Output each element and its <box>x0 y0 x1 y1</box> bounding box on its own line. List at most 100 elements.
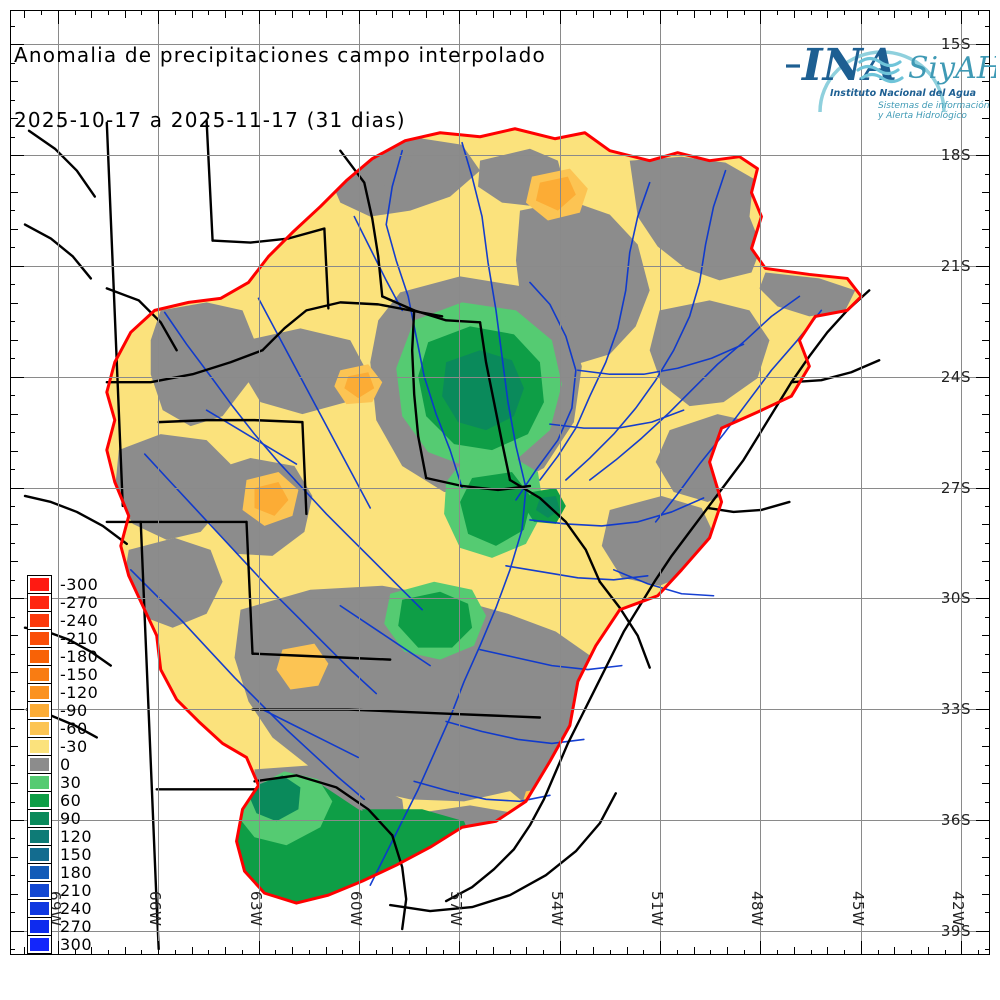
graticule-meridian <box>459 11 461 954</box>
graticule-parallel <box>11 155 989 157</box>
legend-swatch <box>27 899 52 918</box>
axis-minor-tick <box>492 947 494 954</box>
legend-swatch <box>27 701 52 720</box>
longitude-tick-label: 45W <box>848 891 867 927</box>
axis-minor-tick <box>509 11 511 15</box>
axis-minor-tick <box>982 672 989 674</box>
axis-minor-tick <box>626 947 628 954</box>
axis-minor-tick <box>174 950 176 954</box>
axis-minor-tick <box>11 62 15 64</box>
axis-minor-tick <box>11 542 15 544</box>
title-line-1: Anomalia de precipitaciones campo interp… <box>14 43 546 68</box>
axis-minor-tick <box>476 11 478 15</box>
axis-tick <box>976 487 989 489</box>
axis-minor-tick <box>593 947 595 954</box>
latitude-tick-label: 21S <box>940 256 971 275</box>
axis-tick <box>11 598 24 600</box>
axis-minor-tick <box>877 950 879 954</box>
axis-minor-tick <box>985 542 989 544</box>
axis-minor-tick <box>292 947 294 954</box>
axis-minor-tick <box>542 11 544 15</box>
axis-minor-tick <box>985 506 989 507</box>
axis-minor-tick <box>985 358 989 360</box>
map-plot-area[interactable]: 15S 18S 21S 24S 27S 30S 33S 36S 39S 69W 66W 63W 60W… <box>10 10 990 955</box>
axis-minor-tick <box>710 11 712 15</box>
axis-minor-tick <box>982 893 989 895</box>
graticule-parallel <box>11 930 989 932</box>
axis-minor-tick <box>11 856 18 858</box>
axis-minor-tick <box>743 950 745 954</box>
axis-minor-tick <box>108 11 110 15</box>
graticule-meridian <box>961 11 963 954</box>
axis-minor-tick <box>11 413 18 415</box>
axis-tick <box>976 930 989 932</box>
axis-minor-tick <box>241 950 243 954</box>
axis-minor-tick <box>11 228 18 230</box>
axis-minor-tick <box>11 136 15 138</box>
axis-minor-tick <box>11 321 15 323</box>
legend-label: 210 <box>60 881 93 900</box>
graticule-meridian <box>559 11 561 954</box>
axis-minor-tick <box>844 950 846 954</box>
axis-minor-tick <box>727 947 729 954</box>
axis-minor-tick <box>985 25 989 27</box>
legend-swatch <box>27 917 52 936</box>
axis-tick <box>660 941 662 954</box>
axis-tick <box>11 265 24 267</box>
axis-minor-tick <box>11 561 18 563</box>
axis-minor-tick <box>442 950 444 954</box>
page-title: Anomalia de precipitaciones campo interp… <box>14 2 546 175</box>
axis-minor-tick <box>392 11 394 18</box>
axis-minor-tick <box>141 950 143 954</box>
axis-tick <box>11 155 24 157</box>
axis-minor-tick <box>810 950 812 954</box>
axis-minor-tick <box>11 247 15 249</box>
latitude-tick-label: 33S <box>940 700 971 719</box>
axis-minor-tick <box>985 690 989 692</box>
axis-minor-tick <box>977 11 979 15</box>
axis-minor-tick <box>191 11 193 18</box>
legend-label: 300 <box>60 935 93 954</box>
longitude-tick-label: 48W <box>748 891 767 927</box>
axis-minor-tick <box>11 764 15 766</box>
axis-minor-tick <box>985 801 989 803</box>
axis-minor-tick <box>492 11 494 18</box>
latitude-tick-label: 18S <box>940 146 971 165</box>
latitude-tick-label: 27S <box>940 478 971 497</box>
axis-minor-tick <box>225 947 227 954</box>
axis-minor-tick <box>509 950 511 954</box>
axis-minor-tick <box>894 11 896 18</box>
axis-minor-tick <box>91 11 93 18</box>
axis-tick <box>976 265 989 267</box>
axis-minor-tick <box>576 950 578 954</box>
longitude-tick-label: 63W <box>246 891 265 927</box>
axis-minor-tick <box>985 247 989 249</box>
legend-label: 180 <box>60 863 93 882</box>
legend-swatch <box>27 611 52 630</box>
axis-tick <box>158 941 160 954</box>
legend-label: -120 <box>60 683 99 702</box>
graticule-parallel <box>11 44 989 46</box>
axis-minor-tick <box>11 450 18 452</box>
graticule-meridian <box>57 11 59 954</box>
axis-minor-tick <box>108 950 110 954</box>
graticule-meridian <box>660 11 662 954</box>
axis-minor-tick <box>476 950 478 954</box>
axis-minor-tick <box>11 358 15 360</box>
legend-swatch <box>27 881 52 900</box>
legend-label: -180 <box>60 647 99 666</box>
axis-minor-tick <box>985 912 989 914</box>
axis-minor-tick <box>676 11 678 15</box>
axis-minor-tick <box>985 432 989 434</box>
axis-minor-tick <box>275 950 277 954</box>
legend-label: -150 <box>60 665 99 684</box>
axis-minor-tick <box>985 321 989 323</box>
axis-minor-tick <box>982 856 989 858</box>
axis-tick <box>961 941 963 954</box>
axis-minor-tick <box>375 950 377 954</box>
graticule-meridian <box>258 11 260 954</box>
legend-swatch <box>27 791 52 810</box>
axis-minor-tick <box>982 561 989 563</box>
axis-minor-tick <box>985 173 989 175</box>
